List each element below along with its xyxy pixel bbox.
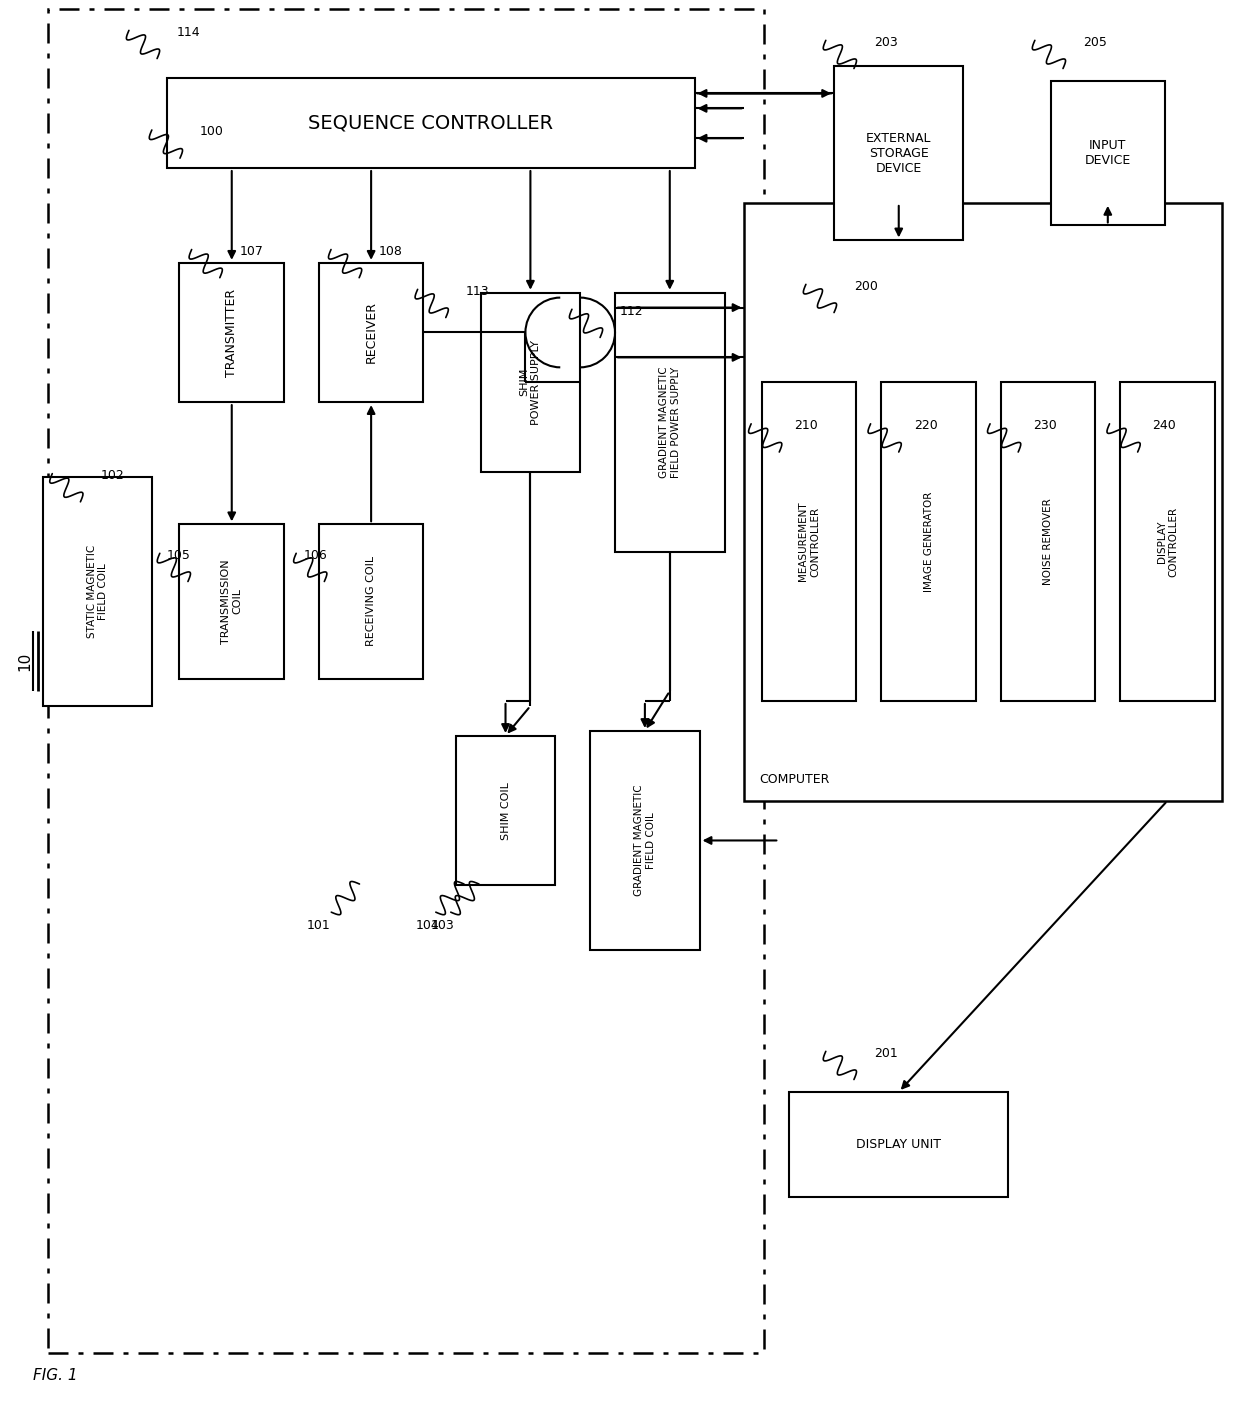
- Text: 102: 102: [100, 468, 124, 483]
- Bar: [835, 66, 963, 240]
- Bar: [1001, 382, 1095, 701]
- Text: TRANSMISSION
COIL: TRANSMISSION COIL: [221, 559, 243, 643]
- Text: 112: 112: [620, 305, 644, 317]
- Text: COMPUTER: COMPUTER: [759, 773, 830, 786]
- Text: 205: 205: [1083, 35, 1107, 48]
- Bar: [744, 203, 1223, 800]
- Text: 114: 114: [177, 25, 201, 38]
- Text: 104: 104: [415, 919, 440, 933]
- Bar: [882, 382, 976, 701]
- Text: 240: 240: [1153, 419, 1177, 432]
- Bar: [1050, 80, 1166, 226]
- Text: SEQUENCE CONTROLLER: SEQUENCE CONTROLLER: [309, 114, 553, 133]
- Text: TRANSMITTER: TRANSMITTER: [226, 288, 238, 377]
- Text: 105: 105: [167, 549, 191, 562]
- Text: 230: 230: [1033, 419, 1056, 432]
- Bar: [319, 525, 423, 679]
- Text: DISPLAY UNIT: DISPLAY UNIT: [857, 1137, 941, 1151]
- Bar: [167, 79, 694, 168]
- Bar: [47, 8, 764, 1353]
- Text: RECEIVER: RECEIVER: [365, 302, 378, 364]
- Text: DISPLAY
CONTROLLER: DISPLAY CONTROLLER: [1157, 507, 1178, 577]
- Text: 203: 203: [874, 35, 898, 48]
- Text: GRADIENT MAGNETIC
FIELD COIL: GRADIENT MAGNETIC FIELD COIL: [634, 785, 656, 896]
- Text: STATIC MAGNETIC
FIELD COIL: STATIC MAGNETIC FIELD COIL: [87, 545, 108, 638]
- Text: SHIM
POWER SUPPLY: SHIM POWER SUPPLY: [520, 340, 541, 425]
- Text: NOISE REMOVER: NOISE REMOVER: [1043, 498, 1053, 586]
- Bar: [456, 737, 556, 885]
- Text: INPUT
DEVICE: INPUT DEVICE: [1085, 140, 1131, 166]
- Bar: [789, 1092, 1008, 1197]
- Text: GRADIENT MAGNETIC
FIELD POWER SUPPLY: GRADIENT MAGNETIC FIELD POWER SUPPLY: [658, 367, 681, 478]
- Text: 103: 103: [430, 919, 455, 933]
- Text: 220: 220: [914, 419, 937, 432]
- Text: 200: 200: [854, 279, 878, 292]
- Bar: [180, 262, 284, 402]
- Text: 210: 210: [794, 419, 818, 432]
- Text: EXTERNAL
STORAGE
DEVICE: EXTERNAL STORAGE DEVICE: [866, 131, 931, 175]
- Text: 106: 106: [304, 549, 327, 562]
- Text: FIG. 1: FIG. 1: [32, 1369, 77, 1383]
- Text: 107: 107: [239, 244, 264, 258]
- Bar: [590, 731, 699, 950]
- Bar: [761, 382, 857, 701]
- Text: 100: 100: [200, 126, 223, 138]
- Text: 113: 113: [466, 285, 490, 298]
- Text: SHIM COIL: SHIM COIL: [501, 782, 511, 840]
- Text: 101: 101: [306, 919, 330, 933]
- Text: RECEIVING COIL: RECEIVING COIL: [366, 556, 376, 646]
- Bar: [180, 525, 284, 679]
- Text: IMAGE GENERATOR: IMAGE GENERATOR: [924, 491, 934, 591]
- Bar: [481, 292, 580, 471]
- Text: 10: 10: [17, 652, 32, 670]
- Bar: [615, 292, 724, 552]
- Bar: [42, 477, 153, 706]
- Text: MEASUREMENT
CONTROLLER: MEASUREMENT CONTROLLER: [799, 502, 820, 581]
- Text: 108: 108: [379, 244, 403, 258]
- Bar: [319, 262, 423, 402]
- Text: 201: 201: [874, 1047, 898, 1060]
- Bar: [1120, 382, 1215, 701]
